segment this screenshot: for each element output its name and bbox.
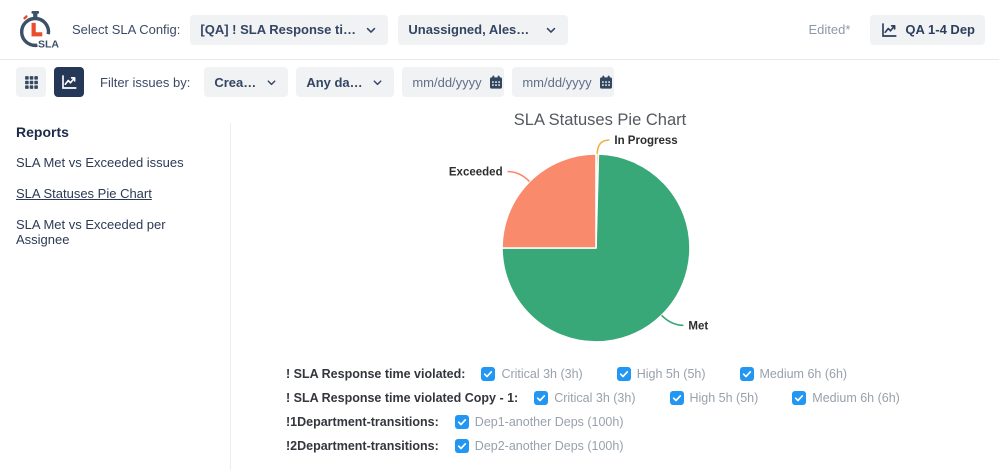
checkbox[interactable] <box>616 367 631 381</box>
sidebar-divider <box>230 123 231 470</box>
sla-goal-label: Critical 3h (3h) <box>501 367 583 381</box>
pie-slice-label: Exceeded <box>449 167 503 179</box>
sla-statuses-pie-chart: In Progress Met Exceeded <box>449 135 708 343</box>
chart-view-button[interactable] <box>54 67 84 97</box>
sla-goal-option-medium-6h-6h[interactable]: Medium 6h (6h) <box>792 391 900 405</box>
sla-goal-option-medium-6h-6h[interactable]: Medium 6h (6h) <box>739 367 848 381</box>
sla-goal-label: Medium 6h (6h) <box>759 367 848 381</box>
sla-goal-label: Medium 6h (6h) <box>812 391 900 405</box>
filter-toolbar: Filter issues by: Created Any dates mm/d… <box>0 60 999 104</box>
chevron-down-icon <box>544 23 558 37</box>
report-main-panel: SLA Statuses Pie Chart In Progress Met Exc… <box>230 104 999 470</box>
sla-config-filters: ! SLA Response time violated: Critical 3h… <box>286 362 998 458</box>
pie-callout-line <box>661 314 684 327</box>
sidebar-item-sla-statuses-pie-chart[interactable]: SLA Statuses Pie Chart <box>16 186 152 201</box>
report-config-button[interactable]: QA 1-4 Dep <box>870 14 985 45</box>
svg-text:SLA: SLA <box>38 38 59 50</box>
grid-icon <box>23 74 40 91</box>
sla-config-name-label: ! SLA Response time violated: <box>286 367 466 381</box>
filter-issues-by-label: Filter issues by: <box>100 74 191 90</box>
sla-goal-option-critical-3h-3h[interactable]: Critical 3h (3h) <box>481 367 583 381</box>
sla-goal-option-high-5h-5h[interactable]: High 5h (5h) <box>616 367 706 381</box>
checkbox[interactable] <box>454 415 469 429</box>
calendar-icon[interactable] <box>488 74 504 90</box>
filter-row: ! SLA Response time violated: Critical 3h… <box>286 362 998 386</box>
sla-config-name-label: !1Department-transitions: <box>286 415 439 429</box>
filter-row: ! SLA Response time violated Copy - 1: Cr… <box>286 386 998 410</box>
filter-row: !1Department-transitions: Dep1-another De… <box>286 410 998 434</box>
sla-goal-label: Dep2-another Deps (100h) <box>474 439 624 453</box>
checkbox[interactable] <box>534 391 549 405</box>
chevron-down-icon <box>265 76 278 89</box>
checkbox[interactable] <box>454 439 469 453</box>
date-field-dropdown[interactable]: Created <box>204 67 289 97</box>
sla-goal-label: High 5h (5h) <box>636 367 706 381</box>
pie-slice-label: In Progress <box>614 135 677 147</box>
pie-callout-line <box>507 170 531 183</box>
checkbox[interactable] <box>669 391 684 405</box>
select-sla-config-label: Select SLA Config: <box>72 22 181 37</box>
calendar-icon[interactable] <box>598 74 614 90</box>
sla-goal-option-critical-3h-3h[interactable]: Critical 3h (3h) <box>534 391 636 405</box>
sla-logo-icon: SLA <box>19 10 59 50</box>
sla-goal-label: Dep1-another Deps (100h) <box>474 415 624 429</box>
sla-goal-label: Critical 3h (3h) <box>554 391 636 405</box>
pie-callout-line <box>596 139 610 155</box>
sla-config-name-label: ! SLA Response time violated Copy - 1: <box>286 391 519 405</box>
date-range-dropdown[interactable]: Any dates <box>296 67 395 97</box>
sla-goal-option-dep2-another-deps-100h[interactable]: Dep2-another Deps (100h) <box>454 439 624 453</box>
sla-goal-option-dep1-another-deps-100h[interactable]: Dep1-another Deps (100h) <box>454 415 624 429</box>
sidebar-title: Reports <box>16 124 69 140</box>
chevron-down-icon <box>371 76 384 89</box>
grid-view-button[interactable] <box>16 67 46 97</box>
sla-config-dropdown[interactable]: [QA] ! SLA Response time viol... <box>190 14 389 45</box>
checkbox[interactable] <box>739 367 754 381</box>
date-to-input[interactable]: mm/dd/yyyy <box>512 67 615 97</box>
sla-goal-label: High 5h (5h) <box>689 391 759 405</box>
assignee-dropdown[interactable]: Unassigned, Alesya K... <box>398 14 569 45</box>
top-header: SLA Select SLA Config: [QA] ! SLA Respon… <box>0 0 999 60</box>
edited-status-badge: Edited* <box>808 22 851 37</box>
pie-slice-exceeded[interactable] <box>501 153 597 249</box>
checkbox[interactable] <box>792 391 807 405</box>
pie-slice-label: Met <box>688 320 708 332</box>
sla-goal-option-high-5h-5h[interactable]: High 5h (5h) <box>669 391 759 405</box>
chevron-down-icon <box>364 23 378 37</box>
line-chart-icon <box>60 73 78 91</box>
sla-config-name-label: !2Department-transitions: <box>286 439 439 453</box>
sidebar-item-sla-met-vs-exceeded-issues[interactable]: SLA Met vs Exceeded issues <box>16 155 184 170</box>
reports-sidebar: Reports SLA Met vs Exceeded issues SLA St… <box>0 104 230 470</box>
filter-row: !2Department-transitions: Dep2-another De… <box>286 434 998 458</box>
chart-title: SLA Statuses Pie Chart <box>513 111 687 129</box>
checkbox[interactable] <box>481 367 496 381</box>
date-from-input[interactable]: mm/dd/yyyy <box>402 67 505 97</box>
pie-slice-met[interactable] <box>501 153 691 343</box>
sidebar-item-sla-met-vs-exceeded-per-assignee[interactable]: SLA Met vs Exceeded per Assignee <box>16 217 166 247</box>
line-chart-icon <box>880 21 898 39</box>
